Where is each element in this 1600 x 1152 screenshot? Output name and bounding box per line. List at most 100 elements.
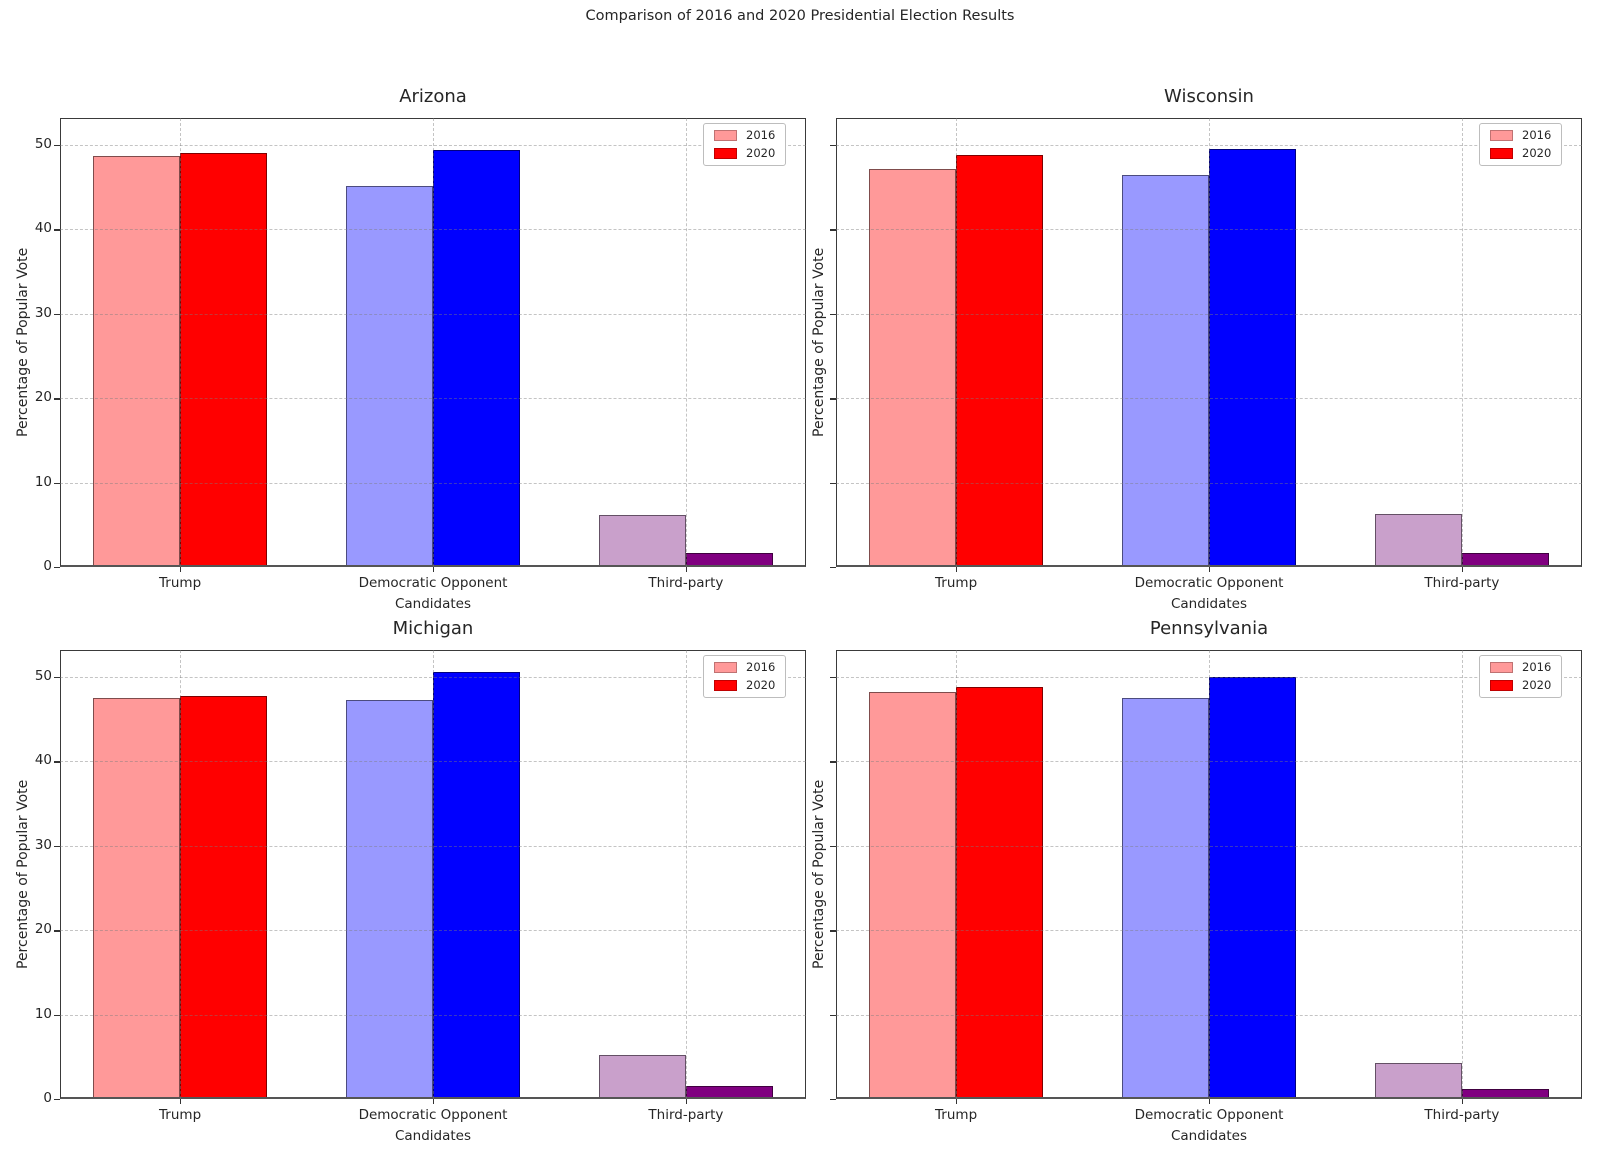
gridline-y-50-wisconsin xyxy=(836,145,1582,146)
gridline-x-democratic-opponent-michigan xyxy=(433,650,434,1099)
gridline-y-30-michigan xyxy=(60,845,806,847)
x-axis-label-arizona: Candidates xyxy=(394,596,472,612)
bar-2016-trump-pennsylvania xyxy=(868,692,957,1099)
y-tick-mark-20-arizona xyxy=(54,398,60,400)
legend-label-2020: 2020 xyxy=(1522,677,1552,692)
bar-2016-democratic-opponent-pennsylvania xyxy=(1121,698,1209,1099)
y-tick-mark-10-pennsylvania xyxy=(830,1014,836,1016)
gridline-x-third-party-wisconsin xyxy=(1461,118,1463,567)
y-tick-mark-50-michigan xyxy=(54,677,60,679)
y-tick-mark-20-michigan xyxy=(54,930,60,932)
y-tick-mark-40-arizona xyxy=(54,229,60,231)
y-tick-label-10-michigan: 10 xyxy=(34,1005,52,1022)
y-tick-label-40-michigan: 40 xyxy=(34,752,52,769)
subplot-title-arizona: Arizona xyxy=(399,86,467,107)
subplot-title-pennsylvania: Pennsylvania xyxy=(1149,618,1269,639)
x-tick-label-democratic-opponent-arizona: Democratic Opponent xyxy=(358,575,508,591)
legend-wisconsin: 2016 2020 xyxy=(1479,123,1563,166)
legend-swatch-2020 xyxy=(714,679,737,691)
y-tick-mark-30-arizona xyxy=(54,313,60,316)
x-tick-mark-trump-wisconsin xyxy=(956,567,958,572)
x-tick-label-third-party-arizona: Third-party xyxy=(648,575,724,591)
y-tick-mark-10-wisconsin xyxy=(830,482,836,484)
gridline-y-10-michigan xyxy=(60,1014,806,1016)
y-axis-label-pennsylvania: Percentage of Popular Vote xyxy=(811,779,827,970)
y-tick-mark-30-pennsylvania xyxy=(830,845,836,848)
gridline-y-40-pennsylvania xyxy=(836,761,1582,763)
y-tick-mark-20-wisconsin xyxy=(830,398,836,400)
gridline-y-30-pennsylvania xyxy=(836,845,1582,847)
y-tick-mark-10-arizona xyxy=(54,482,60,484)
gridline-y-50-pennsylvania xyxy=(836,677,1582,678)
y-tick-label-0-arizona: 0 xyxy=(43,558,52,574)
bar-2016-trump-arizona xyxy=(92,155,181,567)
bar-2020-third-party-michigan xyxy=(685,1086,774,1099)
x-tick-label-third-party-michigan: Third-party xyxy=(648,1107,724,1123)
y-tick-label-20-michigan: 20 xyxy=(34,921,52,938)
y-tick-mark-0-wisconsin xyxy=(830,567,836,569)
legend-swatch-2016 xyxy=(714,662,737,674)
bar-2016-third-party-michigan xyxy=(598,1055,686,1099)
legend-label-2020: 2020 xyxy=(1522,145,1552,160)
bar-2020-democratic-opponent-pennsylvania xyxy=(1209,677,1297,1099)
gridline-y-30-wisconsin xyxy=(836,313,1582,315)
gridline-y-10-pennsylvania xyxy=(836,1014,1582,1016)
x-axis-label-michigan: Candidates xyxy=(394,1128,472,1144)
legend-label-2016: 2016 xyxy=(1522,660,1552,674)
legend-entry-2020: 2020 xyxy=(714,679,775,692)
y-tick-mark-50-pennsylvania xyxy=(830,677,836,679)
legend-arizona: 2016 2020 xyxy=(703,123,787,166)
gridline-y-30-arizona xyxy=(60,313,806,315)
y-tick-mark-50-wisconsin xyxy=(830,145,836,147)
y-tick-mark-0-pennsylvania xyxy=(830,1099,836,1101)
gridline-y-20-arizona xyxy=(60,398,806,400)
legend-entry-2016: 2016 xyxy=(714,660,776,674)
legend-entry-2020: 2020 xyxy=(714,147,775,160)
x-tick-label-third-party-wisconsin: Third-party xyxy=(1424,575,1500,591)
y-axis-label-michigan: Percentage of Popular Vote xyxy=(15,779,31,970)
x-tick-label-democratic-opponent-michigan: Democratic Opponent xyxy=(358,1107,508,1123)
y-tick-label-50-arizona: 50 xyxy=(34,136,52,152)
x-tick-label-democratic-opponent-wisconsin: Democratic Opponent xyxy=(1134,575,1284,591)
bar-2020-trump-pennsylvania xyxy=(956,687,1044,1099)
legend-entry-2016: 2016 xyxy=(714,128,776,142)
y-tick-mark-40-pennsylvania xyxy=(830,761,836,763)
x-tick-mark-third-party-pennsylvania xyxy=(1461,1099,1464,1104)
gridline-y-50-michigan xyxy=(60,677,806,678)
bar-2020-democratic-opponent-michigan xyxy=(433,671,521,1099)
y-tick-mark-10-michigan xyxy=(54,1014,60,1016)
subplot-title-wisconsin: Wisconsin xyxy=(1164,86,1254,107)
legend-label-2016: 2016 xyxy=(1522,128,1552,142)
y-tick-mark-0-michigan xyxy=(54,1099,60,1101)
legend-swatch-2020 xyxy=(714,147,737,159)
y-tick-label-30-arizona: 30 xyxy=(34,304,52,321)
x-tick-mark-democratic-opponent-pennsylvania xyxy=(1209,1099,1211,1104)
bar-2016-third-party-pennsylvania xyxy=(1374,1062,1462,1099)
legend-label-2016: 2016 xyxy=(746,660,776,674)
bar-2016-democratic-opponent-wisconsin xyxy=(1121,174,1209,567)
bar-2020-democratic-opponent-arizona xyxy=(433,150,521,567)
gridline-x-democratic-opponent-arizona xyxy=(433,118,434,567)
gridline-y-20-pennsylvania xyxy=(836,930,1582,932)
y-tick-mark-30-wisconsin xyxy=(830,313,836,316)
legend-label-2016: 2016 xyxy=(746,128,776,142)
legend-swatch-2020 xyxy=(1490,147,1513,159)
x-tick-label-trump-wisconsin: Trump xyxy=(935,575,978,591)
bar-2020-third-party-pennsylvania xyxy=(1461,1088,1550,1099)
bar-2020-third-party-wisconsin xyxy=(1461,552,1550,567)
legend-swatch-2016 xyxy=(714,130,737,142)
gridline-y-10-wisconsin xyxy=(836,482,1582,484)
y-tick-label-40-arizona: 40 xyxy=(34,220,52,237)
legend-entry-2020: 2020 xyxy=(1490,677,1552,692)
y-tick-mark-0-arizona xyxy=(54,567,60,569)
y-axis-label-wisconsin: Percentage of Popular Vote xyxy=(811,247,827,438)
bar-2016-democratic-opponent-michigan xyxy=(345,699,433,1099)
gridline-x-third-party-michigan xyxy=(685,650,687,1099)
bar-2016-democratic-opponent-arizona xyxy=(345,186,433,567)
legend-entry-2016: 2016 xyxy=(1490,128,1552,142)
x-tick-label-trump-pennsylvania: Trump xyxy=(935,1107,978,1123)
legend-swatch-2016 xyxy=(1490,130,1513,142)
x-tick-mark-third-party-arizona xyxy=(685,567,688,572)
legend-entry-2016: 2016 xyxy=(1490,660,1552,674)
